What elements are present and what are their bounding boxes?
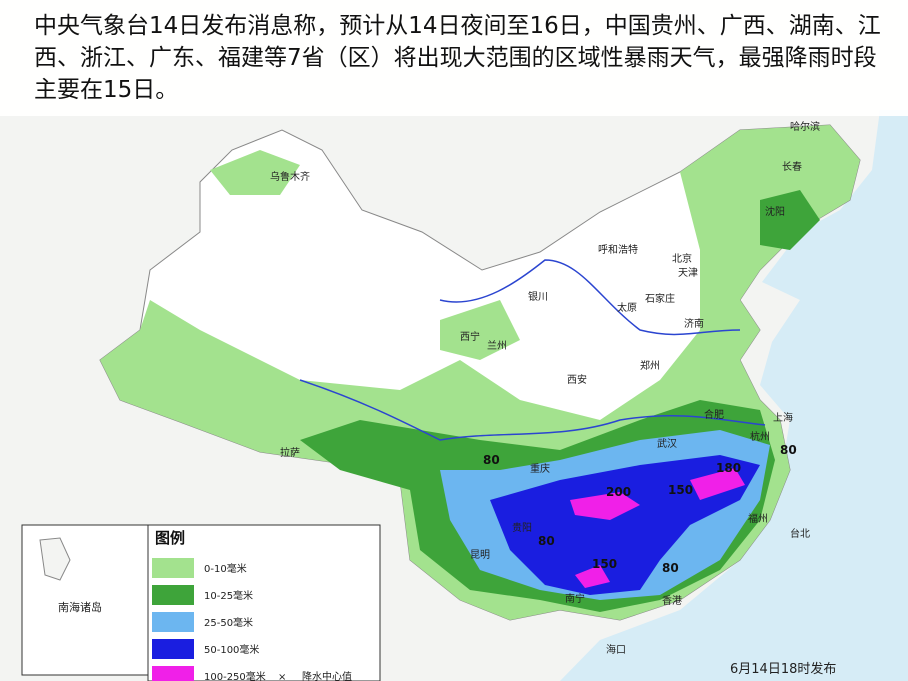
legend-label: 0-10毫米 (204, 562, 247, 575)
city-label: 哈尔滨 (790, 120, 820, 133)
issued-note: 6月14日18时发布 (730, 661, 836, 677)
city-label: 郑州 (640, 359, 660, 372)
city-label: 太原 (617, 301, 637, 314)
city-label: 合肥 (704, 408, 724, 421)
city-label: 呼和浩特 (598, 244, 638, 256)
city-label: 石家庄 (645, 292, 675, 305)
rain-zones (100, 125, 860, 620)
legend-label: 50-100毫米 (204, 643, 259, 656)
zone-100-250 (690, 468, 745, 500)
city-label: 上海 (773, 411, 793, 424)
legend-marker: × (278, 672, 286, 681)
city-label: 长春 (782, 161, 802, 173)
rain-value: 150 (592, 557, 617, 571)
river (299, 379, 766, 441)
city-label: 济南 (684, 317, 704, 330)
legend-label: 100-250毫米 (204, 670, 266, 681)
zone-100-250 (570, 492, 640, 520)
sea (560, 110, 908, 681)
rain-value: 80 (538, 534, 555, 548)
legend-label: 25-50毫米 (204, 616, 253, 629)
inset-land (39, 537, 71, 581)
city-label: 武汉 (657, 437, 677, 450)
city-label: 杭州 (750, 430, 770, 443)
city-label: 海口 (606, 643, 626, 656)
rain-value: 80 (662, 561, 679, 575)
legend-title: 图例 (155, 529, 185, 547)
zone-0-10 (440, 300, 520, 360)
city-label: 昆明 (470, 549, 490, 561)
rain-labels: 80 200 150 180 80 150 80 80 (483, 443, 797, 575)
city-label: 台北 (790, 527, 810, 540)
legend-swatch (152, 666, 194, 681)
city-label: 南宁 (565, 592, 585, 605)
rain-value: 80 (483, 453, 500, 467)
city-label: 贵阳 (512, 521, 532, 534)
zone-50-100 (490, 455, 760, 595)
city-label: 乌鲁木齐 (270, 170, 310, 183)
city-label: 西安 (567, 373, 587, 386)
legend-swatch (152, 612, 194, 632)
legend: 图例 0-10毫米 10-25毫米 25-50毫米 50-100毫米 100-250毫米… (147, 524, 381, 681)
legend-swatch (152, 585, 194, 605)
legend-swatch (152, 639, 194, 659)
legend-label: 10-25毫米 (204, 589, 253, 602)
river (439, 259, 741, 336)
rain-value: 150 (668, 483, 693, 497)
legend-marker-note: 降水中心值 (302, 670, 352, 681)
zone-100-250 (575, 565, 610, 588)
rain-value: 80 (780, 443, 797, 457)
rain-value: 180 (716, 461, 741, 475)
city-label: 天津 (678, 267, 698, 279)
caption-text: 中央气象台14日发布消息称，预计从14日夜间至16日，中国贵州、广西、湖南、江西… (34, 13, 881, 103)
city-label: 西宁 (460, 330, 480, 343)
city-labels: 乌鲁木齐 哈尔滨 长春 沈阳 呼和浩特 北京 天津 石家庄 太原 银川 济南 西… (270, 120, 820, 656)
city-label: 重庆 (530, 462, 550, 475)
city-label: 福州 (748, 512, 768, 525)
legend-swatch (152, 558, 194, 578)
inset-label: 南海诸岛 (58, 600, 102, 614)
city-label: 银川 (528, 290, 548, 303)
zone-10-25 (760, 190, 820, 250)
city-label: 香港 (662, 595, 682, 607)
caption-box: 中央气象台14日发布消息称，预计从14日夜间至16日，中国贵州、广西、湖南、江西… (0, 0, 908, 116)
city-label: 兰州 (487, 339, 507, 352)
zone-0-10 (210, 150, 300, 195)
city-label: 拉萨 (280, 446, 300, 459)
rain-value: 200 (606, 485, 631, 499)
city-label: 北京 (672, 252, 692, 265)
city-label: 沈阳 (765, 205, 785, 218)
